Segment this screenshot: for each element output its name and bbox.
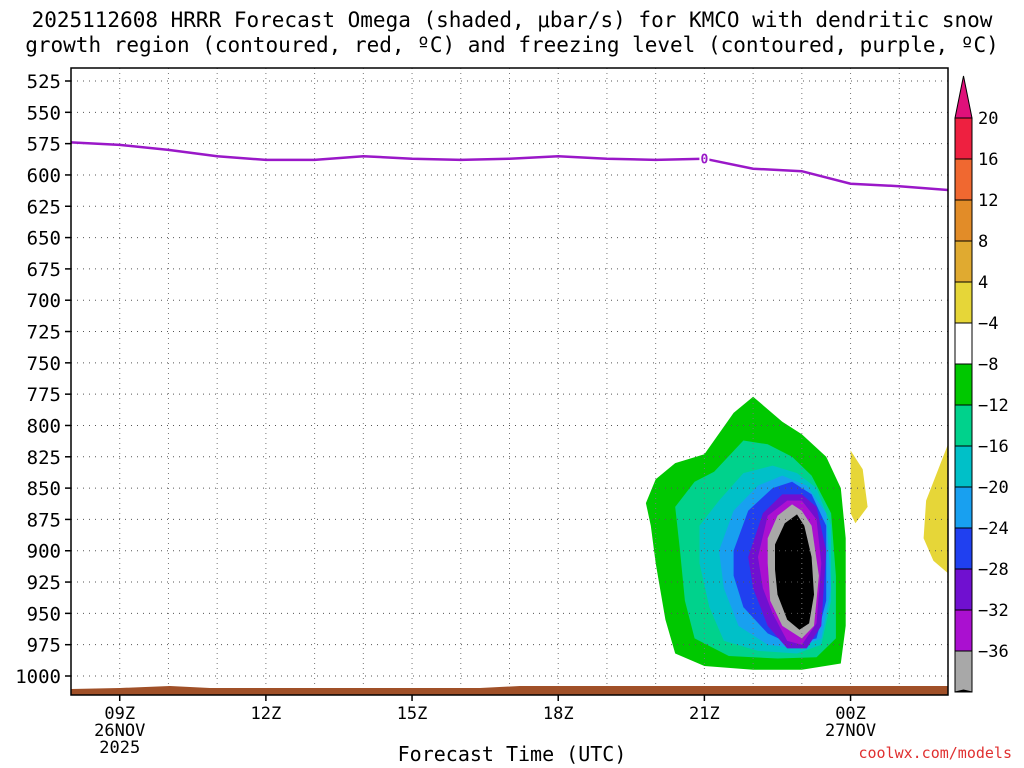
terrain-strip [71, 686, 948, 695]
colorbar-swatch-13 [954, 650, 973, 693]
x-tick-label-9-1: 26NOV [94, 721, 145, 741]
colorbar-swatch-5 [954, 322, 973, 365]
credit-link[interactable]: coolwx.com/models [858, 744, 1012, 762]
colorbar-top-triangle [954, 75, 973, 119]
y-tick-label-575: 575 [27, 134, 61, 156]
y-tick-label-625: 625 [27, 196, 61, 218]
y-tick-label-850: 850 [27, 478, 61, 500]
y-tick-label-750: 750 [27, 353, 61, 375]
x-tick-label-24-0: 00Z [835, 704, 866, 724]
colorbar-swatch-0 [954, 117, 973, 160]
x-tick-label-15-0: 15Z [397, 704, 428, 724]
colorbar-label-4: 4 [978, 273, 988, 293]
colorbar-swatch-12 [954, 609, 973, 652]
colorbar-label-12: −32 [978, 601, 1009, 621]
y-tick-label-725: 725 [27, 322, 61, 344]
colorbar-label-1: 16 [978, 150, 998, 170]
y-tick-label-700: 700 [27, 290, 61, 312]
y-tick-label-925: 925 [27, 572, 61, 594]
x-tick-label-24-1: 27NOV [825, 721, 876, 741]
colorbar-label-7: −12 [978, 396, 1009, 416]
colorbar-swatch-7 [954, 404, 973, 447]
freezing-level-label: 0 [700, 153, 708, 168]
colorbar-swatch-1 [954, 158, 973, 201]
chart-title-line1: 2025112608 HRRR Forecast Omega (shaded, … [31, 8, 993, 32]
colorbar-label-8: −16 [978, 437, 1009, 457]
y-tick-label-675: 675 [27, 259, 61, 281]
colorbar-swatch-8 [954, 445, 973, 488]
colorbar-swatch-4 [954, 281, 973, 324]
y-tick-label-875: 875 [27, 509, 61, 531]
x-tick-label-18-0: 18Z [543, 704, 574, 724]
colorbar-label-0: 20 [978, 109, 998, 129]
y-tick-label-650: 650 [27, 228, 61, 250]
x-axis-label: Forecast Time (UTC) [397, 742, 627, 766]
colorbar-swatch-11 [954, 568, 973, 611]
y-tick-label-900: 900 [27, 541, 61, 563]
colorbar-label-3: 8 [978, 232, 988, 252]
freezing-level-line [71, 141, 948, 192]
colorbar-label-10: −24 [978, 519, 1009, 539]
colorbar-swatch-2 [954, 199, 973, 242]
x-tick-label-9-0: 09Z [104, 704, 135, 724]
colorbar-swatch-6 [954, 363, 973, 406]
y-tick-label-1000: 1000 [15, 666, 61, 688]
freezing-level-label-bg [699, 150, 710, 165]
colorbar-swatch-10 [954, 527, 973, 570]
x-tick-label-9-2: 2025 [99, 738, 140, 758]
colorbar-label-9: −20 [978, 478, 1009, 498]
plot-area: 0 [71, 68, 948, 695]
colorbar-label-13: −36 [978, 642, 1009, 662]
y-tick-label-825: 825 [27, 447, 61, 469]
y-tick-label-775: 775 [27, 384, 61, 406]
y-tick-label-950: 950 [27, 603, 61, 625]
colorbar-label-5: −4 [978, 314, 998, 334]
plot-frame [70, 67, 949, 696]
chart-title-line2: growth region (contoured, red, ºC) and f… [25, 33, 999, 57]
y-tick-label-800: 800 [27, 415, 61, 437]
y-tick-label-975: 975 [27, 635, 61, 657]
colorbar-swatch-9 [954, 486, 973, 529]
omega-region-neg36 [775, 514, 814, 630]
colorbar-label-6: −8 [978, 355, 998, 375]
colorbar-label-11: −28 [978, 560, 1009, 580]
colorbar-swatch-3 [954, 240, 973, 283]
y-tick-label-600: 600 [27, 165, 61, 187]
x-tick-label-21-0: 21Z [689, 704, 720, 724]
y-tick-label-525: 525 [27, 71, 61, 93]
omega-positive-region-1 [923, 444, 948, 574]
x-tick-label-12-0: 12Z [251, 704, 282, 724]
colorbar-bottom-triangle [954, 689, 973, 693]
y-tick-label-550: 550 [27, 102, 61, 124]
omega-positive-region-0 [850, 450, 868, 524]
colorbar-label-2: 12 [978, 191, 998, 211]
